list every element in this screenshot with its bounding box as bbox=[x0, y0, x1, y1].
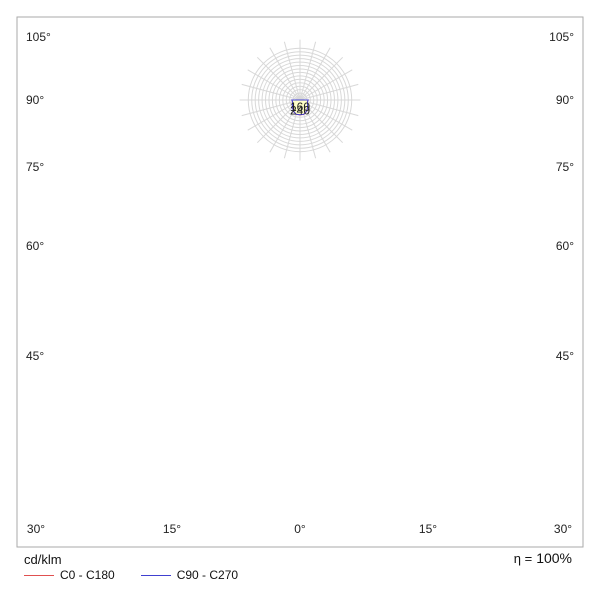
intensity-fill bbox=[291, 100, 309, 115]
angle-label-right: 90° bbox=[556, 93, 574, 107]
radial-tick-label: 240 bbox=[290, 103, 310, 117]
legend-item-c0-c180: C0 - C180 bbox=[24, 568, 115, 582]
efficiency-symbol: η = bbox=[513, 551, 533, 566]
legend-label-c0-c180: C0 - C180 bbox=[60, 568, 115, 582]
angle-label-bottom: 15° bbox=[163, 522, 181, 536]
angle-label-bottom: 30° bbox=[554, 522, 572, 536]
polar-grid bbox=[239, 39, 361, 161]
legend-label-c90-c270: C90 - C270 bbox=[176, 568, 239, 582]
unit-label: cd/klm bbox=[24, 552, 62, 567]
efficiency-readout: η = 100% bbox=[514, 550, 572, 566]
grid-spoke bbox=[299, 99, 359, 117]
angle-label-right: 60° bbox=[556, 239, 574, 253]
angle-label-left: 45° bbox=[26, 349, 44, 363]
grid-spoke bbox=[247, 69, 301, 101]
angle-label-bottom: 0° bbox=[294, 522, 306, 536]
angle-label-right: 105° bbox=[549, 30, 574, 44]
angle-label-left: 105° bbox=[26, 30, 51, 44]
grid-spoke bbox=[299, 99, 353, 131]
legend-swatch-c0-c180 bbox=[24, 574, 54, 576]
grid-spoke bbox=[256, 56, 301, 101]
angle-label-right: 75° bbox=[556, 160, 574, 174]
angle-label-left: 75° bbox=[26, 160, 44, 174]
angle-label-left: 60° bbox=[26, 239, 44, 253]
angle-label-left: 90° bbox=[26, 93, 44, 107]
grid-spoke bbox=[299, 41, 317, 101]
intensity-curves bbox=[291, 99, 309, 116]
legend-swatch-c90-c270 bbox=[140, 574, 171, 576]
series-line-c90-c270 bbox=[291, 99, 309, 116]
grid-spoke bbox=[299, 69, 353, 101]
grid-spoke bbox=[299, 47, 331, 101]
legend-item-c90-c270: C90 - C270 bbox=[140, 568, 239, 582]
legend: C0 - C180 C90 - C270 bbox=[24, 568, 264, 582]
radial-tick-label: 160 bbox=[290, 100, 310, 114]
grid-spoke bbox=[241, 99, 301, 117]
grid-spoke bbox=[283, 41, 301, 101]
angle-label-bottom: 15° bbox=[419, 522, 437, 536]
grid-spoke bbox=[269, 47, 301, 101]
angle-label-bottom: 30° bbox=[27, 522, 45, 536]
grid-spoke bbox=[299, 83, 359, 101]
grid-spoke bbox=[241, 83, 301, 101]
efficiency-value: 100% bbox=[536, 550, 572, 566]
grid-spoke bbox=[247, 99, 301, 131]
grid-spoke bbox=[299, 56, 344, 101]
angle-label-right: 45° bbox=[556, 349, 574, 363]
